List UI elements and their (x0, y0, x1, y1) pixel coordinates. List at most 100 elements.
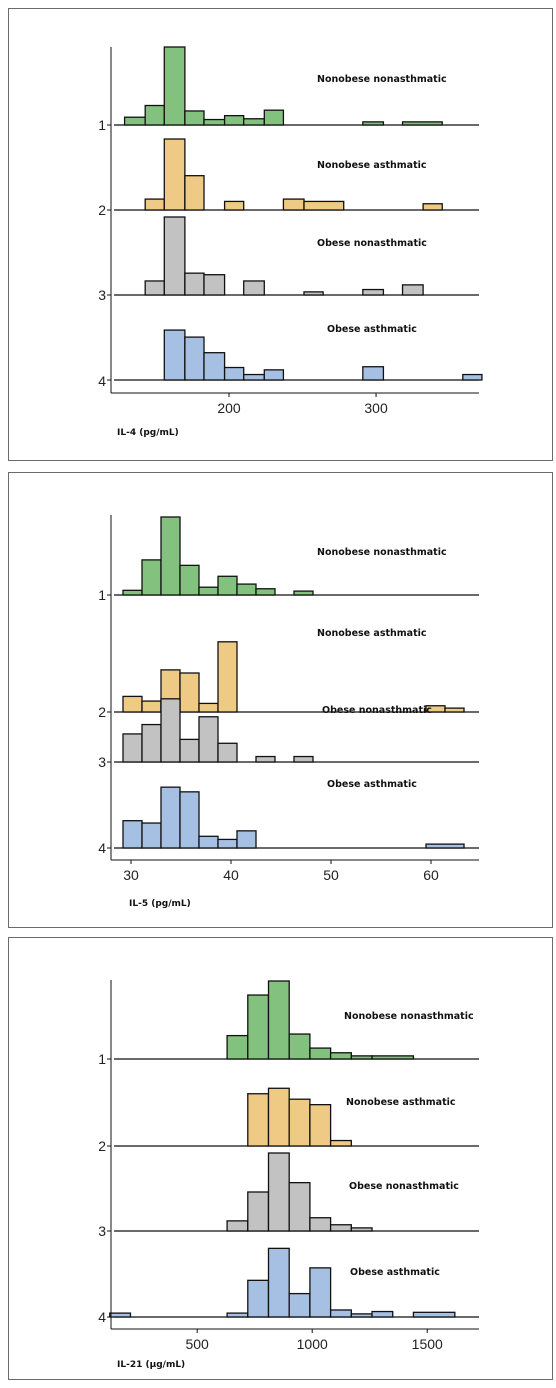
histogram-bar (160, 516, 181, 596)
histogram-bar (160, 698, 181, 763)
histogram-bar (267, 1152, 290, 1232)
histogram-bar (425, 843, 465, 849)
x-axis-title: IL-5 (pg/mL) (129, 899, 191, 909)
series-label: Obese nonasthmatic (349, 1181, 459, 1192)
histogram-bar (288, 1181, 311, 1232)
histogram-bar (223, 114, 245, 126)
chart-svg-il5: 1 2 3 4 Nonobese nonasthmatic Nonobese a… (98, 515, 479, 909)
histogram-bar (255, 755, 276, 763)
histogram-bar (282, 198, 305, 211)
histogram-bar (184, 110, 205, 126)
histogram-bar (329, 1139, 352, 1147)
histogram-bar (267, 1087, 290, 1147)
x-axis-title: IL-4 (pg/mL) (117, 428, 179, 438)
histogram-bar (247, 1279, 270, 1318)
series-label: Nonobese nonasthmatic (317, 74, 447, 85)
y-tick-label: 2 (98, 704, 106, 720)
histogram-bar (329, 1309, 352, 1318)
histogram-bar (160, 786, 181, 849)
series-label: Obese nonasthmatic (317, 238, 427, 249)
histogram-bar (362, 366, 385, 381)
histogram-bar (226, 1034, 249, 1060)
histogram-bar (141, 723, 162, 763)
histogram-bar (362, 288, 385, 296)
histogram-bar (412, 1311, 456, 1318)
histogram-bar (109, 1312, 132, 1318)
chart-panel-il4: 1 2 3 4 Nonobese nonasthmatic Nonobese a… (8, 8, 553, 461)
histogram-bar (203, 118, 226, 126)
histogram-bar (309, 1217, 332, 1232)
histogram-bar (263, 109, 285, 126)
histogram-bar (247, 994, 270, 1060)
y-tick-label: 2 (98, 1138, 106, 1154)
chart-svg-il21: 1 2 3 4 Nonobese nonasthmatic Nonobese a… (98, 980, 479, 1370)
histogram-bar (329, 1224, 352, 1232)
histogram-bar (255, 588, 276, 596)
histogram-bar (184, 336, 205, 381)
histogram-bar (236, 830, 257, 849)
x-tick-label: 40 (223, 867, 239, 883)
histogram-bar (179, 672, 200, 713)
histogram-bar (350, 1313, 373, 1318)
histogram-bar (141, 700, 162, 713)
histogram-bar (350, 1227, 373, 1232)
x-tick-label: 300 (364, 400, 388, 416)
histogram-bar (293, 755, 314, 763)
histogram-bar (179, 564, 200, 596)
histogram-bar (444, 707, 465, 713)
y-tick-label: 3 (98, 1223, 106, 1239)
histogram-bar (163, 216, 186, 296)
histogram-bar (243, 280, 265, 296)
histogram-bar (144, 198, 165, 211)
histogram-bar (223, 366, 245, 381)
histogram-bar (198, 716, 219, 763)
histogram-bar (203, 352, 226, 381)
x-tick-label: 1000 (297, 1336, 328, 1352)
x-tick-label: 200 (217, 400, 241, 416)
y-tick-label: 2 (98, 202, 106, 218)
x-tick-label: 60 (423, 867, 439, 883)
histogram-bar (217, 575, 238, 596)
histogram-bar (179, 738, 200, 763)
histogram-bar (141, 559, 162, 596)
histogram-bar (350, 1055, 373, 1060)
histogram-bar (309, 1267, 332, 1318)
series-label: Nonobese asthmatic (317, 160, 427, 171)
histogram-bar (184, 175, 205, 211)
histogram-bar (362, 121, 385, 126)
series-label: Nonobese asthmatic (317, 628, 427, 639)
histogram-bar (122, 733, 143, 763)
histogram-bar (267, 1247, 290, 1318)
y-tick-label: 4 (98, 1309, 106, 1325)
y-tick-label: 3 (98, 754, 106, 770)
histogram-bar (288, 1033, 311, 1060)
chart-panel-il21: 1 2 3 4 Nonobese nonasthmatic Nonobese a… (8, 937, 553, 1380)
x-axis-title: IL-21 (µg/mL) (117, 1360, 185, 1370)
histogram-bar (263, 369, 285, 381)
histogram-bar (293, 590, 314, 596)
y-tick-label: 3 (98, 287, 106, 303)
histogram-bar (141, 822, 162, 849)
histogram-bar (243, 118, 265, 126)
histogram-bar (223, 200, 245, 211)
histogram-bar (303, 291, 324, 296)
series-label: Nonobese nonasthmatic (344, 1011, 474, 1022)
y-tick-label: 4 (98, 840, 106, 856)
x-tick-label: 500 (185, 1336, 209, 1352)
histogram-bar (309, 1104, 332, 1147)
histogram-bar (236, 583, 257, 596)
histogram-bar (198, 835, 219, 849)
histogram-bar (184, 272, 205, 296)
histogram-bar (179, 791, 200, 849)
x-tick-label: 30 (123, 867, 139, 883)
histogram-bar (247, 1093, 270, 1147)
histogram-bar (217, 838, 238, 849)
histogram-bar (401, 284, 424, 296)
histogram-bar (217, 742, 238, 763)
series-label: Nonobese asthmatic (346, 1097, 456, 1108)
histogram-bar (144, 104, 165, 126)
histogram-bar (371, 1310, 394, 1318)
series-label: Nonobese nonasthmatic (317, 547, 447, 558)
y-tick-label: 1 (98, 1051, 106, 1067)
histogram-bar (267, 980, 290, 1060)
